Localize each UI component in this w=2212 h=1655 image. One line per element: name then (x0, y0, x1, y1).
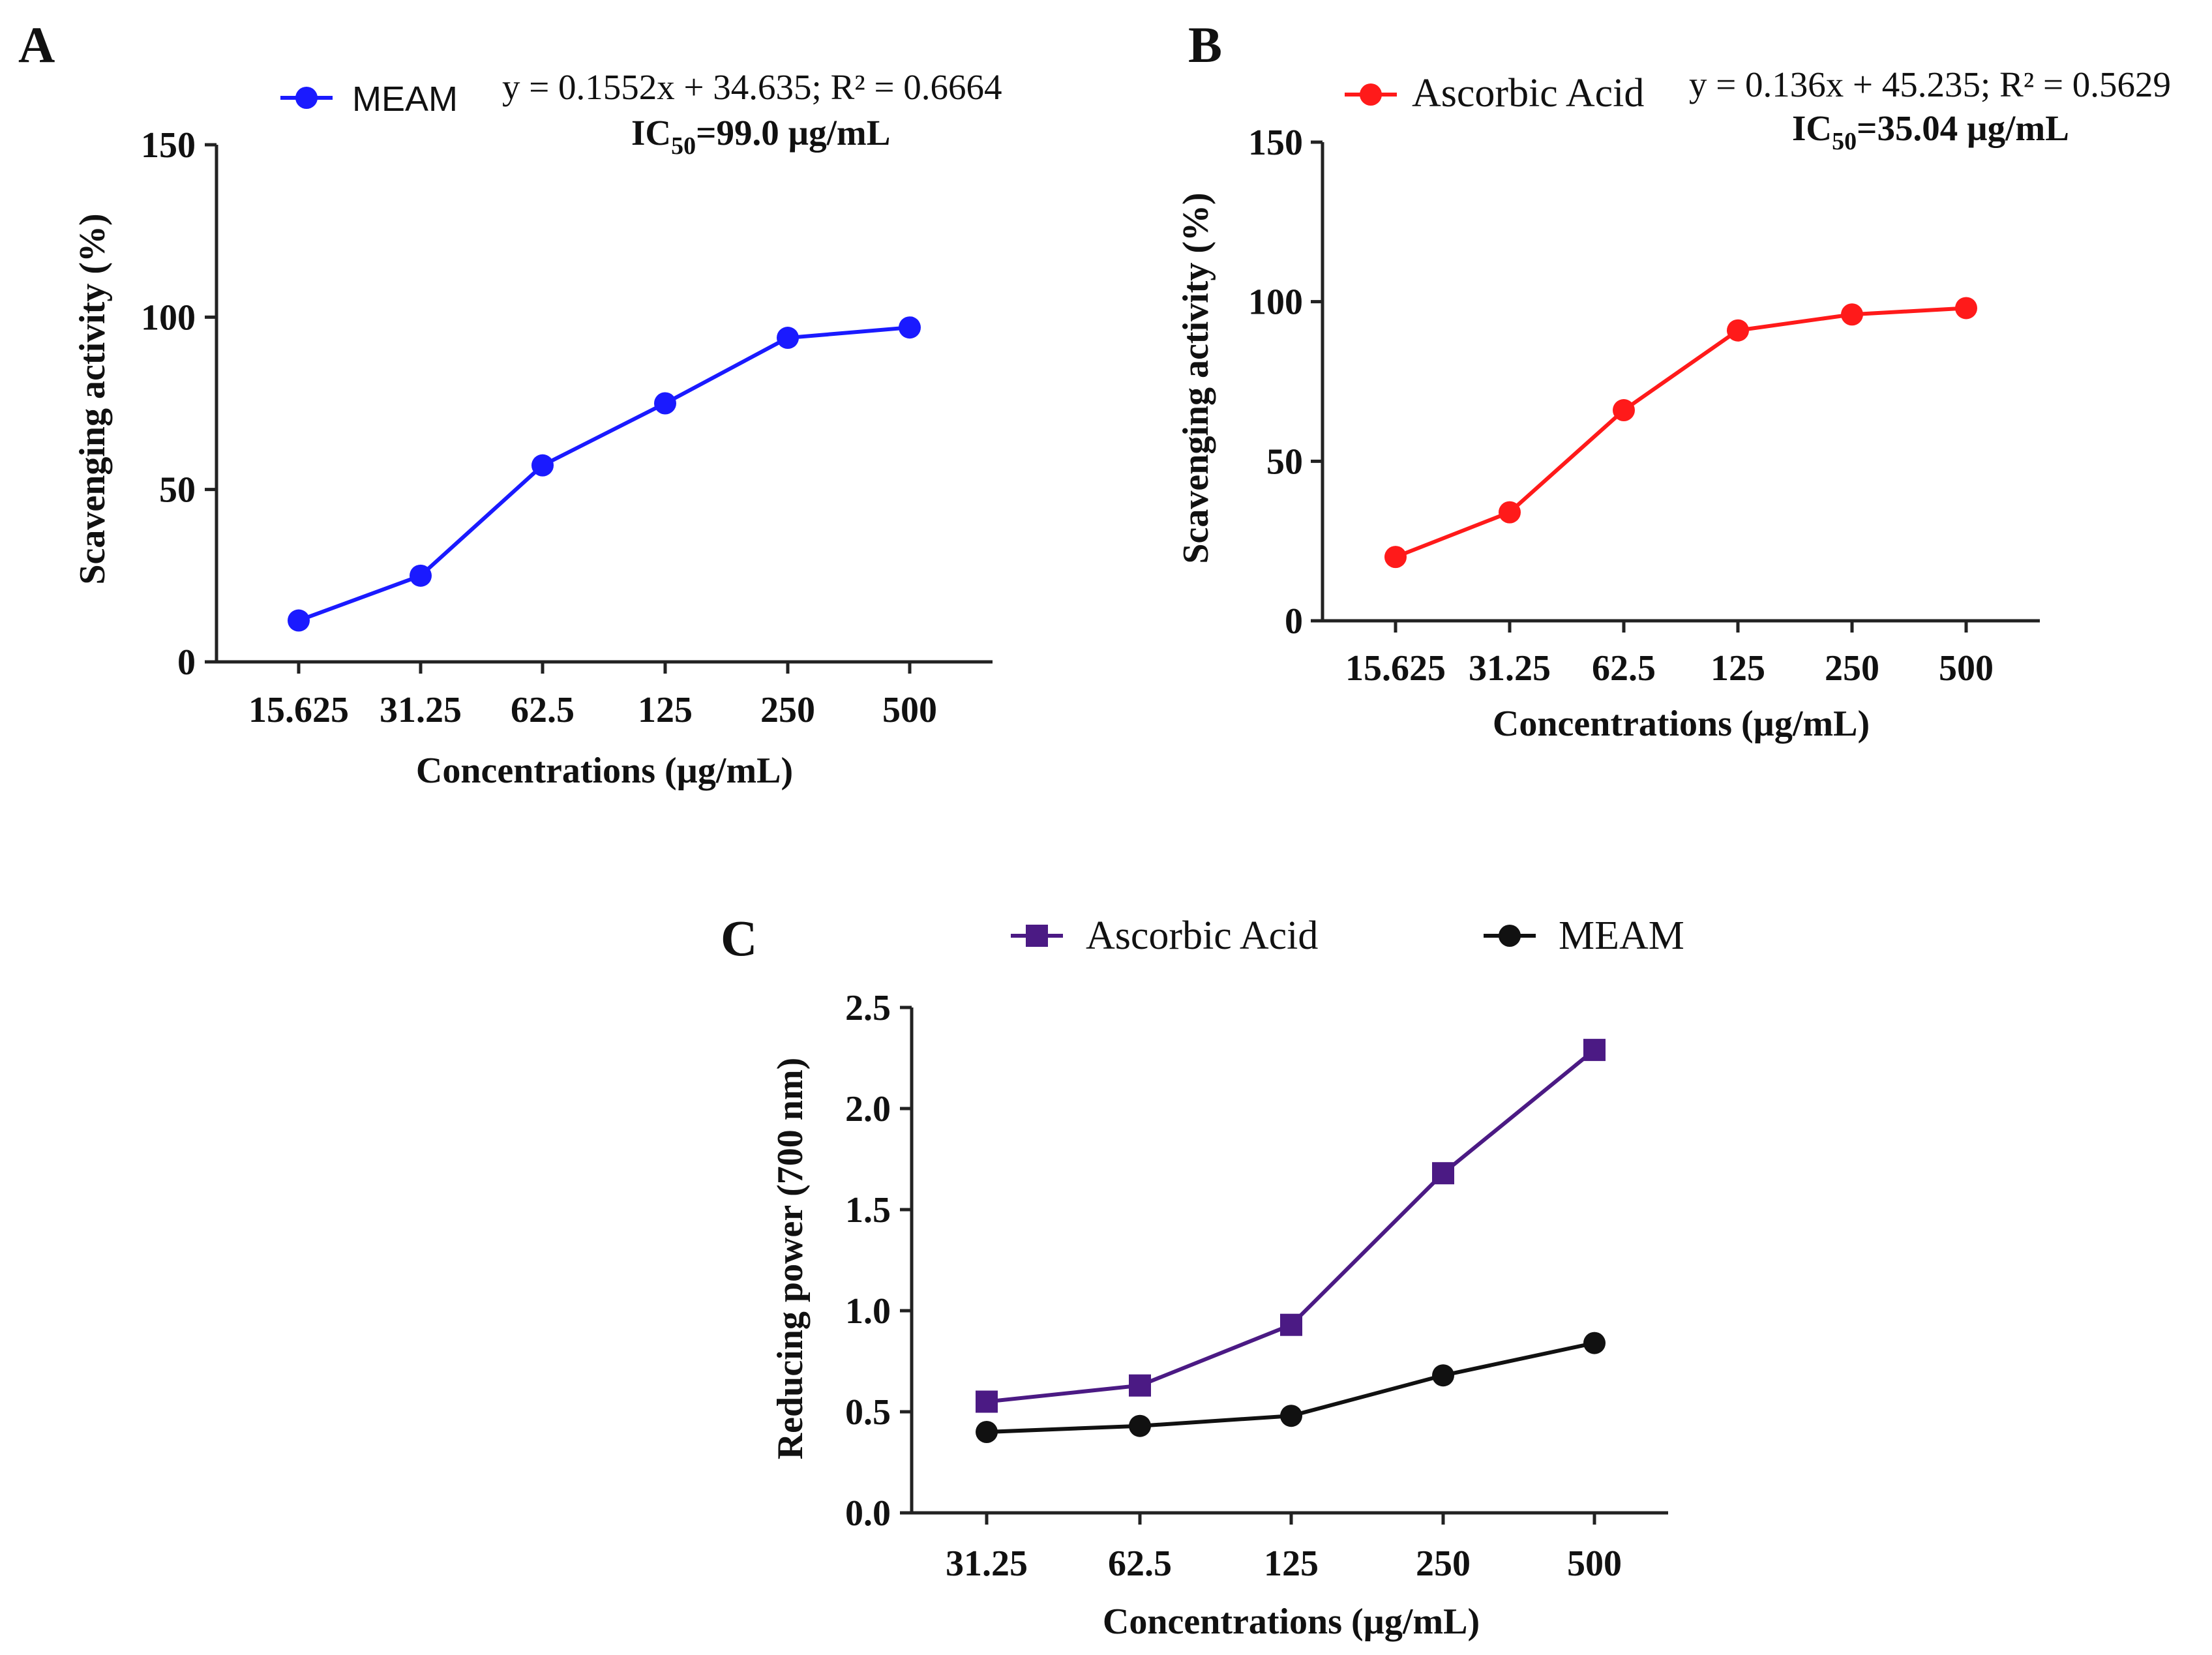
data-point (1727, 319, 1749, 342)
data-point (1583, 1039, 1606, 1062)
data-point (899, 316, 921, 339)
ic50-subscript: 50 (1832, 128, 1857, 155)
legend-marker (1499, 925, 1521, 947)
x-tick-label: 500 (1567, 1543, 1622, 1584)
legend-label: MEAM (1559, 914, 1684, 958)
y-tick-label: 0 (1285, 601, 1303, 642)
ic50-value: =99.0 µg/mL (696, 113, 890, 153)
y-axis-label: Scavenging activity (%) (72, 213, 113, 584)
ic50-annotation: IC50=35.04 µg/mL (1792, 108, 2069, 155)
x-tick-label: 31.25 (380, 690, 462, 730)
data-point (1955, 297, 1977, 320)
panel-a: A MEAM y = 0.1552x + 34.635; R² = 0.6664… (18, 16, 1002, 791)
data-point (1613, 399, 1635, 422)
plot-area (288, 316, 921, 632)
x-tick-label: 15.625 (248, 690, 349, 730)
x-tick-label: 125 (1711, 648, 1765, 689)
data-point (1129, 1374, 1151, 1397)
panel-b: B Ascorbic Acid y = 0.136x + 45.235; R² … (1176, 16, 2171, 744)
data-point (288, 609, 310, 632)
plot-area (976, 1039, 1606, 1443)
regression-equation: y = 0.1552x + 34.635; R² = 0.6664 (502, 67, 1002, 107)
x-tick-label: 15.625 (1345, 648, 1446, 689)
data-point (1384, 546, 1407, 569)
data-point (1129, 1414, 1151, 1437)
y-tick-label: 1.0 (845, 1291, 891, 1332)
x-tick-label: 500 (882, 690, 937, 730)
y-axis-label: Scavenging activity (%) (1176, 192, 1216, 563)
y-tick-label: 2.5 (845, 988, 891, 1028)
regression-equation: y = 0.136x + 45.235; R² = 0.5629 (1689, 65, 2171, 104)
x-tick-label: 500 (1939, 648, 1994, 689)
y-axis: 0.0 0.5 1.0 1.5 2.0 2.5 (845, 988, 912, 1534)
axis-frame (1321, 142, 2040, 623)
x-tick-label: 62.5 (1592, 648, 1656, 689)
panel-letter: B (1188, 16, 1222, 73)
y-tick-label: 100 (141, 297, 196, 338)
x-axis-label: Concentrations (µg/mL) (1493, 704, 1870, 744)
y-tick-label: 0.0 (845, 1493, 891, 1534)
x-axis-label: Concentrations (µg/mL) (416, 751, 793, 791)
x-axis: 31.25 62.5 125 250 500 (946, 1513, 1622, 1584)
y-axis: 0 50 100 150 (141, 125, 217, 683)
x-tick-label: 250 (1825, 648, 1879, 689)
y-tick-label: 50 (1266, 441, 1303, 482)
data-point (1499, 501, 1521, 524)
legend-marker (295, 87, 318, 109)
legend-label: MEAM (352, 80, 458, 119)
ic50-prefix: IC (1792, 108, 1832, 148)
y-tick-label: 100 (1248, 282, 1303, 323)
panel-letter: C (721, 910, 757, 966)
y-axis: 0 50 100 150 (1248, 123, 1323, 642)
plot-area (1384, 297, 1977, 569)
x-tick-label: 62.5 (511, 690, 575, 730)
series-line (297, 325, 910, 623)
data-point (654, 392, 676, 415)
y-tick-label: 150 (1248, 123, 1303, 163)
y-tick-label: 0.5 (845, 1392, 891, 1433)
y-axis-label: Reducing power (700 nm) (770, 1058, 811, 1460)
data-point (410, 564, 432, 587)
data-point (1432, 1162, 1454, 1185)
data-point (1841, 303, 1863, 326)
data-point (1583, 1332, 1606, 1354)
y-tick-label: 1.5 (845, 1190, 891, 1230)
x-axis: 15.625 31.25 62.5 125 250 500 (1345, 621, 1994, 689)
y-tick-label: 2.0 (845, 1089, 891, 1129)
x-tick-label: 125 (1264, 1543, 1319, 1584)
ic50-subscript: 50 (671, 132, 696, 160)
series-line (1394, 306, 1967, 559)
legend-label: Ascorbic Acid (1412, 71, 1644, 115)
y-tick-label: 0 (177, 642, 196, 683)
x-tick-label: 250 (760, 690, 815, 730)
legend-marker (1360, 83, 1382, 106)
series-line (986, 1048, 1596, 1404)
axis-frame (215, 145, 993, 664)
x-tick-label: 250 (1416, 1543, 1471, 1584)
x-tick-label: 62.5 (1108, 1543, 1172, 1584)
legend-marker (1026, 925, 1048, 947)
data-point (531, 454, 554, 477)
data-point (1280, 1405, 1302, 1427)
data-point (976, 1390, 998, 1413)
legend-label: Ascorbic Acid (1086, 914, 1318, 958)
x-tick-label: 125 (638, 690, 693, 730)
x-axis: 15.625 31.25 62.5 125 250 500 (248, 662, 937, 730)
data-point (976, 1421, 998, 1443)
x-tick-label: 31.25 (946, 1543, 1028, 1584)
ic50-value: =35.04 µg/mL (1857, 108, 2069, 148)
y-tick-label: 150 (141, 125, 196, 166)
ic50-prefix: IC (631, 113, 671, 153)
data-point (1280, 1313, 1302, 1336)
y-tick-label: 50 (159, 470, 196, 511)
panel-c: C Ascorbic Acid MEAM 0.00.51.01.52.02.5 … (721, 910, 1684, 1642)
x-axis-label: Concentrations (µg/mL) (1103, 1602, 1480, 1642)
data-point (1432, 1364, 1454, 1387)
ic50-annotation: IC50=99.0 µg/mL (631, 113, 890, 160)
x-tick-label: 31.25 (1469, 648, 1551, 689)
data-point (777, 327, 799, 350)
panel-letter: A (18, 16, 55, 73)
